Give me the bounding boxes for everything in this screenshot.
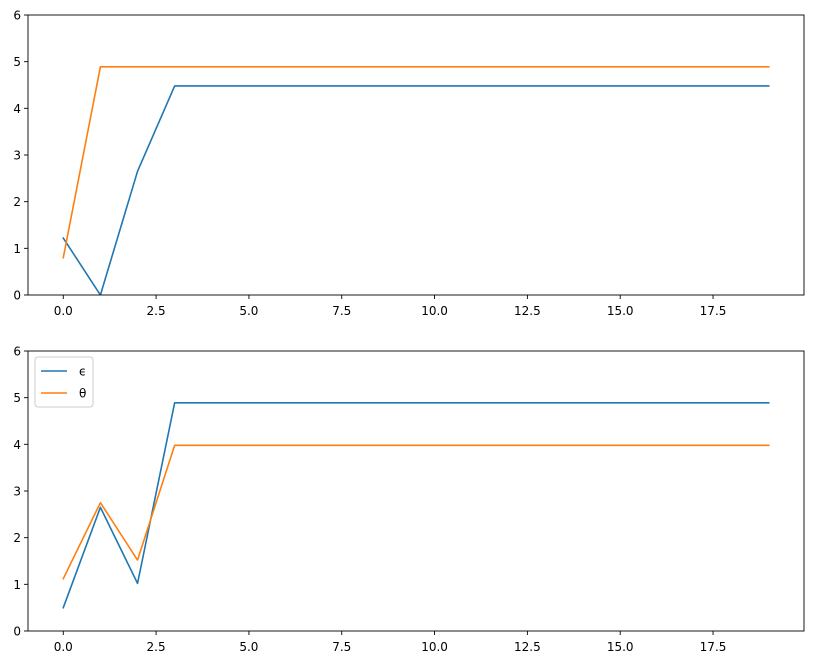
subplot-2: 0 1 2 3 4 5 6 0.0 2.5 5.0 7.5 10.0 12.5 15.0 17.5 ϵθ [13,345,805,654]
legend-box [34,356,94,408]
y-tick-label: 1 [13,242,21,256]
y-tick-label: 4 [13,438,21,452]
x-tick-label: 7.5 [332,640,351,654]
x-tick-label: 12.5 [514,640,541,654]
x-tick-label: 15.0 [607,640,634,654]
series-line-1 [62,85,770,295]
x-tick-label: 17.5 [700,304,727,318]
x-tick-label: 0.0 [54,304,73,318]
y-tick-label: 6 [13,345,21,359]
x-tick-label: 10.0 [421,304,448,318]
legend: ϵθ [34,356,94,408]
y-tick-label: 4 [13,102,21,116]
axes-frame [27,350,805,632]
x-tick-label: 5.0 [239,304,258,318]
x-tick-label: 10.0 [421,640,448,654]
x-tick-label: 2.5 [147,640,166,654]
y-tick-label: 0 [13,289,21,303]
x-tick-label: 7.5 [332,304,351,318]
y-tick-label: 2 [13,195,21,209]
x-tick-label: 5.0 [239,640,258,654]
legend-label: ϵ [79,365,86,379]
y-tick-label: 3 [13,149,21,163]
x-tick-label: 17.5 [700,640,727,654]
x-tick-label: 0.0 [54,640,73,654]
x-tick-label: 12.5 [514,304,541,318]
y-tick-label: 5 [13,55,21,69]
series-line-2 [62,66,770,259]
y-tick-label: 5 [13,391,21,405]
y-tick-label: 2 [13,531,21,545]
x-tick-label: 15.0 [607,304,634,318]
y-tick-label: 3 [13,485,21,499]
x-tick-label: 2.5 [147,304,166,318]
series-line-1 [62,401,770,609]
y-tick-label: 1 [13,578,21,592]
y-tick-label: 0 [13,625,21,639]
legend-label: θ [79,387,86,401]
subplot-1: 0 1 2 3 4 5 6 0.0 2.5 5.0 7.5 10.0 12.5 15.0 17.5 [13,9,805,318]
series-line-2 [62,444,770,580]
y-tick-label: 6 [13,9,21,23]
